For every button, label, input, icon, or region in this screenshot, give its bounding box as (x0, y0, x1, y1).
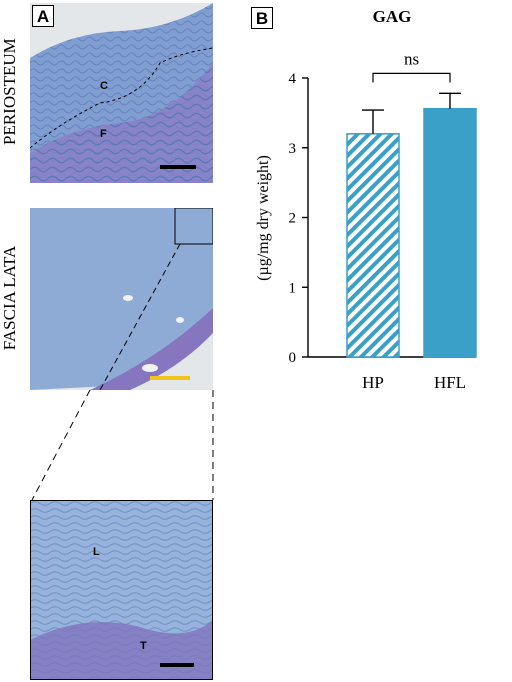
significance-label: ns (404, 49, 419, 68)
panel-a-letter: A (32, 5, 54, 27)
tissue-label-c: C (100, 80, 108, 92)
y-tick-label: 2 (289, 211, 297, 227)
tissue-label-f: F (100, 128, 107, 140)
y-tick-label: 0 (289, 350, 297, 366)
panel-b-letter: B (251, 7, 273, 29)
x-tick-label: HP (362, 373, 384, 392)
y-tick-label: 1 (289, 280, 297, 296)
y-tick-label: 4 (289, 71, 297, 87)
tissue-label-l: L (93, 546, 100, 558)
periosteum-micrograph (30, 3, 213, 183)
row-label-fascia-lata: FASCIA LATA (0, 245, 19, 351)
scale-bar-middle (150, 376, 190, 380)
y-axis-label: (µg/mg dry weight) (255, 155, 272, 281)
gag-bar-chart: GAG (µg/mg dry weight) 0 1 2 3 4 HP HFL ns (255, 7, 477, 392)
bar-hfl (423, 107, 477, 358)
zoomed-micrograph (30, 500, 213, 680)
zoom-region-box (174, 208, 213, 245)
chart-title: GAG (373, 7, 412, 26)
scale-bar-top (160, 165, 196, 169)
x-tick-label: HFL (434, 373, 466, 392)
significance-bracket (372, 72, 451, 83)
scale-bar-zoom (160, 663, 194, 667)
zoom-connector (31, 390, 214, 501)
fascia-lata-micrograph (30, 208, 213, 390)
bar-hp (346, 133, 400, 358)
row-label-periosteum: PERIOSTEUM (0, 38, 19, 145)
y-tick-label: 3 (289, 141, 297, 157)
tissue-label-t: T (140, 640, 147, 652)
